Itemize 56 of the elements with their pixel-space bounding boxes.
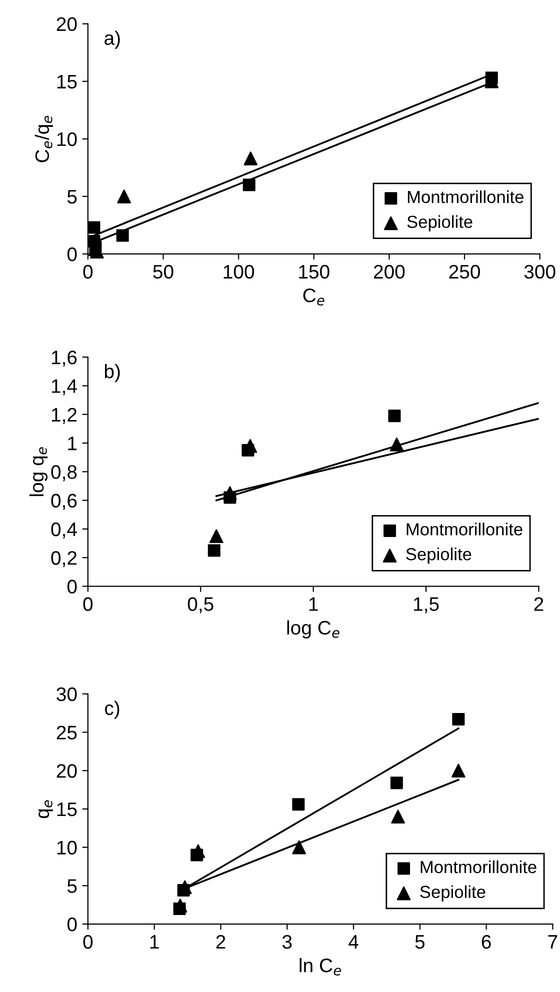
x-tick-label: 0 — [83, 597, 93, 611]
x-tick-label: 2 — [216, 934, 226, 949]
legend-label: Sepiolite — [406, 548, 472, 564]
y-tick-label: 1,2 — [52, 408, 77, 424]
legend-label: Sepiolite — [407, 215, 472, 232]
x-tick-label: 1 — [150, 935, 159, 949]
y-tick-label: 30 — [56, 687, 77, 702]
y-axis-title: log q$_{e}$ — [29, 447, 48, 496]
y-tick-label: 1 — [68, 436, 77, 450]
x-axis-title: ln C$_{e}$ — [300, 958, 341, 976]
x-tick-label: 200 — [374, 264, 405, 279]
x-axis-title: C$_{e}$ — [303, 288, 324, 306]
y-tick-label: 10 — [57, 132, 77, 146]
x-tick-label: 100 — [224, 264, 254, 279]
y-tick-label: 1,4 — [52, 379, 77, 396]
x-tick-label: 7 — [548, 935, 558, 949]
y-tick-label: 5 — [67, 190, 77, 204]
legend-label: Sepiolite — [420, 885, 486, 902]
x-tick-label: 300 — [524, 264, 556, 279]
y-tick-label: 0,2 — [51, 551, 77, 568]
y-tick-label: 15 — [57, 802, 77, 816]
legend-label: Montmorillonite — [420, 860, 536, 874]
y-tick-label: 0 — [67, 247, 77, 262]
y-axis-title: q$_{e}$ — [38, 800, 54, 818]
y-tick-label: 0,6 — [51, 494, 77, 510]
x-axis-title: log C$_{e}$ — [287, 620, 340, 638]
y-tick-label: 0 — [67, 580, 77, 594]
x-tick-label: 4 — [348, 935, 358, 949]
x-tick-label: 1,5 — [414, 597, 439, 614]
x-tick-label: 0 — [83, 264, 93, 279]
x-tick-label: 0,5 — [188, 597, 214, 614]
y-tick-label: 1,6 — [52, 350, 77, 367]
y-tick-label: 20 — [56, 17, 77, 32]
x-tick-label: 250 — [449, 264, 480, 279]
x-tick-label: 0 — [83, 934, 93, 949]
x-tick-label: 150 — [299, 264, 330, 279]
annotation: c) — [105, 700, 120, 719]
x-tick-label: 50 — [153, 264, 174, 279]
x-tick-label: 3 — [282, 934, 292, 949]
legend-label: Montmorillonite — [406, 522, 522, 536]
y-tick-label: 15 — [57, 75, 77, 89]
x-tick-label: 1 — [309, 597, 318, 611]
x-tick-label: 6 — [482, 934, 491, 949]
y-tick-label: 0,4 — [51, 522, 77, 539]
y-tick-label: 10 — [57, 840, 77, 855]
legend-label: Montmorillonite — [408, 190, 524, 204]
x-tick-label: 2 — [534, 597, 544, 611]
annotation: b) — [104, 364, 120, 382]
y-tick-label: 25 — [56, 726, 77, 740]
x-tick-label: 5 — [415, 935, 425, 949]
y-tick-label: 0,8 — [51, 465, 77, 482]
y-axis-title: C$_{e}$/q$_{e}$ — [34, 116, 53, 162]
y-tick-label: 5 — [67, 879, 77, 893]
y-tick-label: 0 — [67, 918, 77, 932]
annotation: a) — [104, 30, 120, 49]
y-tick-label: 20 — [56, 764, 77, 778]
